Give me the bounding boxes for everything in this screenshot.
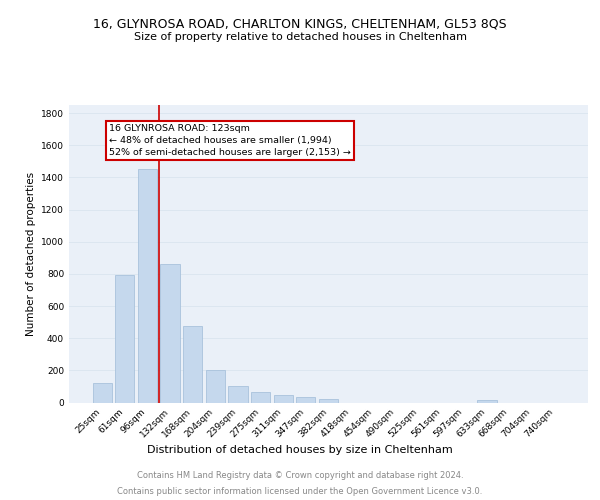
Bar — [251, 392, 270, 402]
Bar — [92, 383, 112, 402]
Bar — [229, 386, 248, 402]
Text: Distribution of detached houses by size in Cheltenham: Distribution of detached houses by size … — [147, 445, 453, 455]
Bar — [183, 326, 202, 402]
Bar — [477, 400, 497, 402]
Bar — [206, 370, 225, 402]
Text: 16, GLYNROSA ROAD, CHARLTON KINGS, CHELTENHAM, GL53 8QS: 16, GLYNROSA ROAD, CHARLTON KINGS, CHELT… — [93, 18, 507, 30]
Bar — [115, 276, 134, 402]
Bar — [160, 264, 180, 402]
Bar — [274, 395, 293, 402]
Bar — [296, 398, 316, 402]
Text: Contains HM Land Registry data © Crown copyright and database right 2024.: Contains HM Land Registry data © Crown c… — [137, 472, 463, 480]
Text: Size of property relative to detached houses in Cheltenham: Size of property relative to detached ho… — [133, 32, 467, 42]
Y-axis label: Number of detached properties: Number of detached properties — [26, 172, 35, 336]
Text: 16 GLYNROSA ROAD: 123sqm
← 48% of detached houses are smaller (1,994)
52% of sem: 16 GLYNROSA ROAD: 123sqm ← 48% of detach… — [109, 124, 351, 157]
Bar — [138, 168, 157, 402]
Bar — [319, 399, 338, 402]
Text: Contains public sector information licensed under the Open Government Licence v3: Contains public sector information licen… — [118, 486, 482, 496]
